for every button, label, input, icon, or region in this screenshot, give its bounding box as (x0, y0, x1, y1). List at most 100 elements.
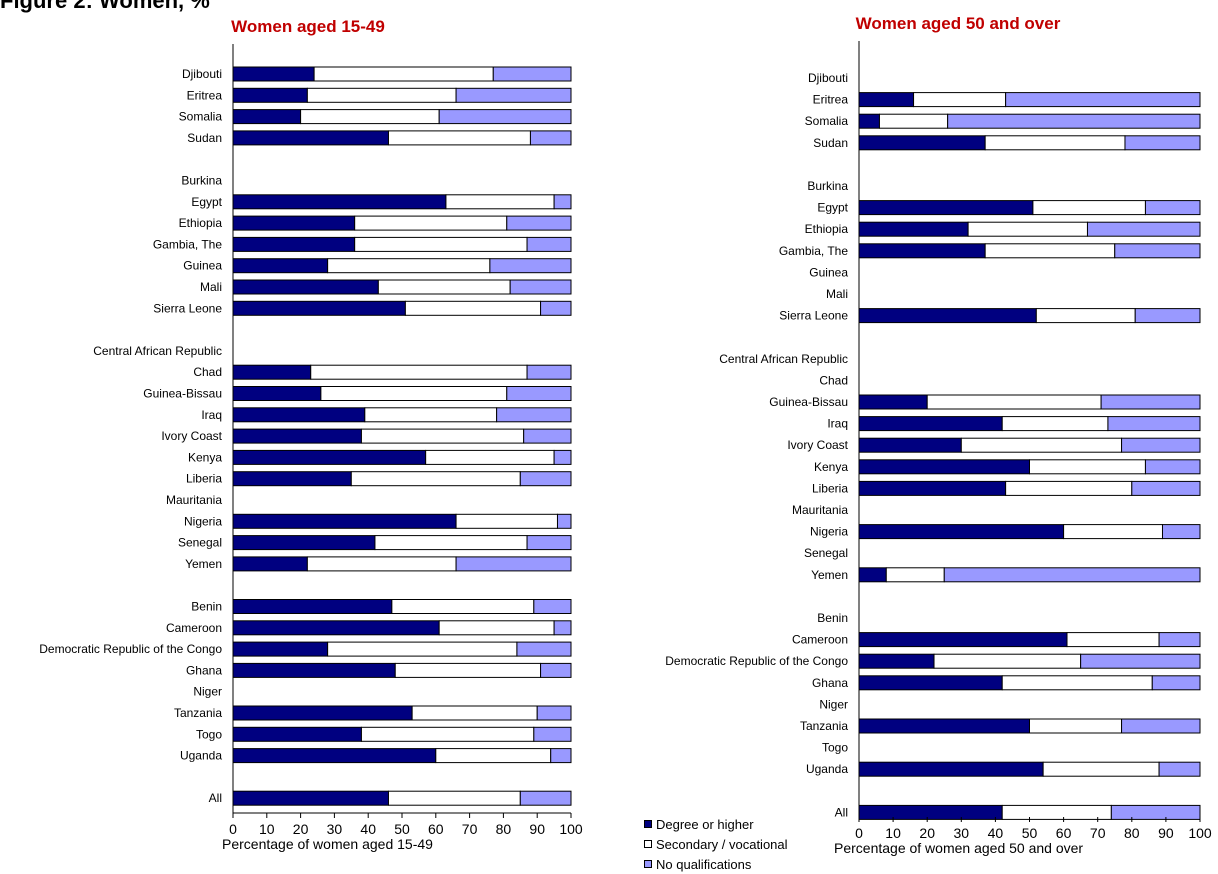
bar-segment-degree (858, 394, 928, 410)
x-tick-label: 50 (1022, 825, 1038, 841)
category-label: Niger (819, 697, 848, 711)
bar-segment-secondary (1005, 480, 1133, 496)
category-label: Mali (200, 280, 222, 294)
category-label: Sierra Leone (779, 309, 848, 323)
bar-segment-secondary (300, 109, 440, 125)
bar-segment-secondary (354, 215, 508, 231)
category-label: All (835, 805, 848, 819)
bar-segment-degree (858, 92, 915, 108)
legend-swatch-secondary (644, 840, 652, 848)
bar-segment-none (1107, 416, 1201, 432)
x-tick-label: 80 (1124, 825, 1140, 841)
bar-segment-secondary (1066, 632, 1160, 648)
bar-segment-none (536, 705, 572, 721)
category-label: Sudan (813, 136, 848, 150)
category-label: Mauritania (792, 503, 848, 517)
category-label: Gambia, The (779, 244, 848, 258)
bar-segment-none (1005, 92, 1201, 108)
bar-segment-secondary (967, 221, 1088, 237)
legend-item-secondary: Secondary / vocational (644, 834, 788, 854)
bar-segment-secondary (455, 513, 558, 529)
category-label: Liberia (186, 472, 222, 486)
bar-segment-secondary (913, 92, 1007, 108)
bar-segment-degree (858, 524, 1065, 540)
category-label: Nigeria (184, 514, 222, 528)
bar-segment-degree (858, 675, 1003, 691)
bar-segment-none (526, 535, 572, 551)
category-label: Liberia (812, 481, 848, 495)
legend-item-degree: Degree or higher (644, 814, 788, 834)
category-label: Kenya (188, 450, 222, 464)
bar-segment-secondary (391, 599, 535, 614)
bar-segment-secondary (354, 236, 528, 252)
bar-segment-degree (232, 620, 440, 636)
bar-segment-none (553, 194, 572, 210)
bar-segment-none (516, 641, 572, 657)
bar-segment-secondary (394, 662, 542, 678)
bar-segment-secondary (313, 66, 494, 82)
bar-segment-degree (232, 748, 437, 764)
bar-segment-degree (232, 471, 352, 487)
category-label: Cameroon (166, 621, 222, 635)
x-tick-label: 20 (919, 825, 935, 841)
category-label: Togo (196, 727, 222, 741)
legend-swatch-none (644, 860, 652, 868)
bar-segment-secondary (435, 748, 552, 764)
x-tick-label: 40 (360, 821, 376, 837)
bar-segment-secondary (878, 113, 949, 129)
bar-segment-none (455, 556, 572, 572)
category-label: Central African Republic (719, 352, 848, 366)
bar-segment-degree (858, 113, 880, 129)
bar-segment-secondary (306, 556, 457, 572)
category-label: Ivory Coast (787, 438, 848, 452)
bar-segment-degree (232, 194, 447, 210)
bar-segment-secondary (387, 130, 531, 146)
bar-segment-degree (232, 705, 413, 721)
bar-segment-secondary (984, 243, 1116, 259)
category-label: Mauritania (166, 493, 222, 507)
bar-segment-none (529, 130, 572, 146)
bar-segment-degree (858, 135, 986, 151)
x-tick-label: 90 (1158, 825, 1174, 841)
x-tick-label: 30 (954, 825, 970, 841)
bar-segment-none (438, 109, 572, 125)
category-label: Guinea-Bissau (769, 395, 848, 409)
bar-segment-none (509, 279, 572, 295)
category-label: Central African Republic (93, 344, 222, 358)
bar-segment-degree (232, 258, 329, 274)
bar-segment-secondary (933, 653, 1082, 669)
category-label: Somalia (179, 110, 223, 124)
x-tick-label: 80 (496, 821, 512, 837)
bar-segment-degree (232, 662, 396, 678)
bar-segment-none (455, 87, 572, 103)
bar-segment-none (1121, 437, 1201, 453)
x-axis-label-15-49: Percentage of women aged 15-49 (222, 836, 433, 852)
category-label: Ethiopia (179, 216, 223, 230)
bar-segment-degree (858, 416, 1003, 432)
legend-swatch-degree (644, 820, 652, 828)
bar-segment-none (1100, 394, 1201, 410)
legend-label-secondary: Secondary / vocational (656, 836, 788, 852)
legend-label-degree: Degree or higher (656, 816, 754, 832)
bar-segment-secondary (327, 641, 518, 657)
x-tick-label: 50 (394, 821, 410, 837)
bar-segment-degree (858, 243, 986, 259)
bar-segment-none (1158, 632, 1201, 648)
bar-segment-degree (232, 535, 376, 551)
category-label: Egypt (817, 201, 848, 215)
bar-segment-degree (858, 653, 935, 669)
bar-segment-none (519, 471, 572, 487)
category-label: Ethiopia (805, 222, 849, 236)
bar-segment-none (540, 300, 572, 316)
bar-segment-none (526, 364, 572, 380)
bar-segment-none (1086, 221, 1201, 237)
bar-segment-none (1121, 718, 1201, 734)
category-label: Uganda (180, 749, 222, 763)
x-tick-label: 10 (885, 825, 901, 841)
bar-segment-degree (232, 364, 312, 380)
legend: Degree or higher Secondary / vocational … (644, 814, 788, 874)
category-label: Guinea (809, 265, 848, 279)
category-label: Djibouti (182, 67, 222, 81)
bar-segment-degree (858, 761, 1044, 777)
bar-segment-none (1158, 761, 1201, 777)
